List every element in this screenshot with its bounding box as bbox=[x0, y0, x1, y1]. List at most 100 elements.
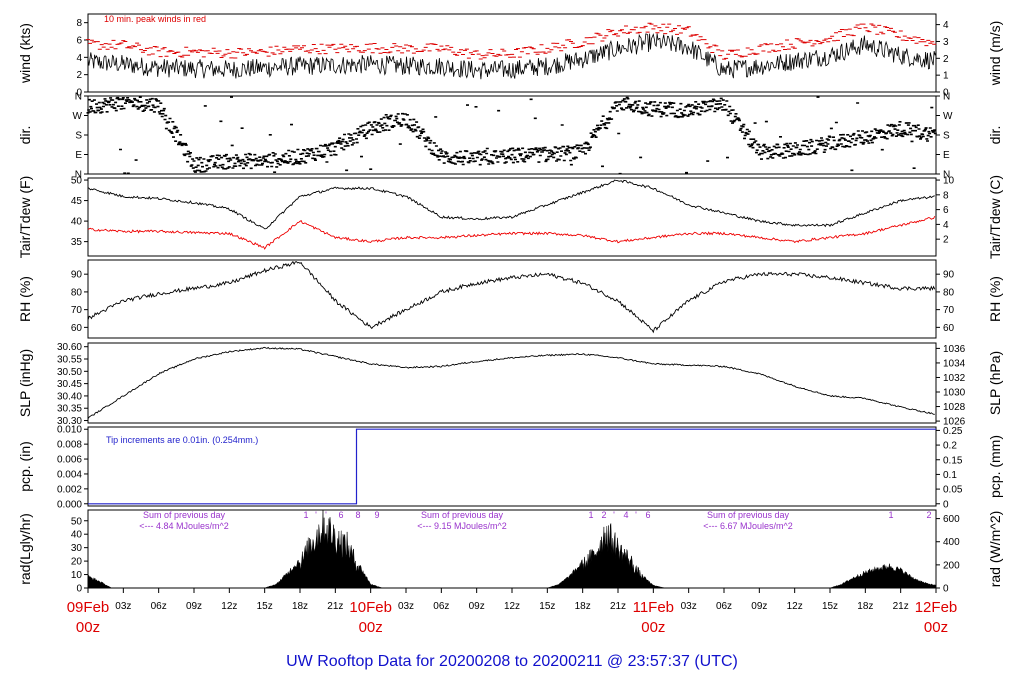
wind-note: 10 min. peak winds in red bbox=[104, 14, 206, 24]
y-tick-label-left: 40 bbox=[71, 217, 83, 228]
y-tick-label-left: N bbox=[75, 92, 82, 103]
y-tick-label-right: 6 bbox=[943, 205, 949, 216]
x-tick-label: 06z bbox=[151, 601, 167, 612]
rad-hour-marker: 2 bbox=[926, 510, 931, 520]
y-tick-label-right: 0.1 bbox=[943, 470, 957, 481]
y-tick-label-left: 8 bbox=[76, 18, 82, 29]
y-tick-label-right: 0.15 bbox=[943, 455, 963, 466]
chart-title: UW Rooftop Data for 20200208 to 20200211… bbox=[286, 653, 738, 670]
y-tick-label-right: 2 bbox=[943, 54, 949, 65]
y-axis-label-right: dir. bbox=[987, 126, 1003, 145]
y-tick-label-right: 1 bbox=[943, 71, 949, 82]
y-tick-label-right: 1034 bbox=[943, 358, 966, 369]
y-axis-label-right: RH (%) bbox=[987, 276, 1003, 322]
y-axis-label-left: pcp. (in) bbox=[17, 441, 33, 492]
y-tick-label-right: 1028 bbox=[943, 402, 966, 413]
y-tick-label-right: 0.25 bbox=[943, 426, 963, 437]
y-tick-label-right: 4 bbox=[943, 20, 949, 31]
x-tick-label: 06z bbox=[716, 601, 732, 612]
y-tick-label-right: 0.05 bbox=[943, 485, 963, 496]
y-axis-label-right: SLP (hPa) bbox=[987, 351, 1003, 415]
y-tick-label-left: 2 bbox=[76, 70, 82, 81]
x-tick-label: 21z bbox=[327, 601, 343, 612]
rad-hour-marker: ' bbox=[635, 510, 637, 520]
y-tick-label-left: 0 bbox=[76, 88, 82, 99]
y-tick-label-right: 0.2 bbox=[943, 441, 957, 452]
x-tick-label: 18z bbox=[575, 601, 591, 612]
y-tick-label-right: 200 bbox=[943, 560, 960, 571]
y-tick-label-right: 1036 bbox=[943, 344, 966, 355]
y-axis-label-right: wind (m/s) bbox=[987, 21, 1003, 87]
y-tick-label-left: 0.010 bbox=[57, 425, 82, 436]
x-tick-label: 03z bbox=[398, 601, 414, 612]
panel-frame bbox=[87, 177, 937, 257]
x-tick-label: 21z bbox=[610, 601, 626, 612]
y-tick-label-right: 2 bbox=[943, 235, 949, 246]
x-day-hour-label: 00z bbox=[924, 619, 948, 636]
x-axis: 03z 06z 09z 12z 15z 18z 21z 03z 06z 09z 12z 15z 18z 2… bbox=[67, 588, 958, 636]
slp-series-line bbox=[87, 346, 935, 419]
x-tick-label: 12z bbox=[504, 601, 520, 612]
rad-hour-marker: 2 bbox=[601, 510, 606, 520]
x-day-label: 11Feb bbox=[633, 599, 674, 616]
rad-hour-marker: ' bbox=[613, 510, 615, 520]
y-tick-label-right: N bbox=[943, 92, 950, 103]
y-tick-label-right: 60 bbox=[943, 323, 955, 334]
x-day-hour-label: 00z bbox=[359, 619, 383, 636]
y-axis-label-right: rad (W/m^2) bbox=[987, 511, 1003, 588]
y-axis-label-right: pcp. (mm) bbox=[987, 435, 1003, 498]
y-tick-label-right: N bbox=[943, 170, 950, 181]
rad-hour-marker: 9 bbox=[374, 510, 379, 520]
x-tick-label: 15z bbox=[539, 601, 555, 612]
x-tick-label: 06z bbox=[433, 601, 449, 612]
direction-marks bbox=[86, 96, 937, 175]
precip-series-line bbox=[88, 428, 936, 505]
tdew-series-line bbox=[87, 215, 936, 250]
y-axis-label-left: rad(Lgly/hr) bbox=[17, 513, 33, 585]
rad-sum-line2: <--- 9.15 MJoules/m^2 bbox=[417, 521, 507, 531]
y-tick-label-left: W bbox=[73, 111, 83, 122]
y-tick-label-left: N bbox=[75, 170, 82, 181]
x-tick-label: 09z bbox=[751, 601, 767, 612]
y-tick-label-right: 70 bbox=[943, 305, 955, 316]
y-tick-label-left: 30 bbox=[71, 543, 83, 554]
x-day-label: 10Feb bbox=[349, 599, 392, 616]
rad-hour-marker: 1 bbox=[303, 510, 308, 520]
y-tick-label-right: S bbox=[943, 131, 950, 142]
y-tick-label-left: 20 bbox=[71, 557, 83, 568]
rad-sum-line2: <--- 6.67 MJoules/m^2 bbox=[703, 521, 793, 531]
x-day-label: 12Feb bbox=[915, 599, 958, 616]
y-tick-label-right: 8 bbox=[943, 190, 949, 201]
y-tick-label-right: 1030 bbox=[943, 388, 966, 399]
y-tick-label-left: 60 bbox=[71, 323, 83, 334]
y-tick-label-right: 3 bbox=[943, 37, 949, 48]
y-tick-label-left: 90 bbox=[71, 270, 83, 281]
panel-frame bbox=[87, 342, 937, 424]
panel-temperature: 35 40 45 50 2 4 6 8 10 Tair/Tdew (F) Tair/Tdew (C) bbox=[17, 175, 1003, 259]
rad-sum-line1: Sum of previous day bbox=[707, 510, 790, 520]
rad-sum-line1: Sum of previous day bbox=[143, 510, 226, 520]
x-day-hour-label: 00z bbox=[76, 619, 100, 636]
panel-rh: 60 70 80 90 60 70 80 90 RH (%) RH (%) bbox=[17, 259, 1003, 339]
y-axis-label-left: wind (kts) bbox=[17, 23, 33, 84]
x-tick-label: 15z bbox=[257, 601, 273, 612]
y-tick-label-left: 0.008 bbox=[57, 440, 82, 451]
x-day-hour-label: 00z bbox=[641, 619, 665, 636]
rad-sum-line2: <--- 4.84 MJoules/m^2 bbox=[139, 521, 229, 531]
y-tick-label-left: 30.50 bbox=[57, 367, 82, 378]
rh-series-line bbox=[87, 260, 936, 334]
y-tick-label-left: 6 bbox=[76, 36, 82, 47]
y-tick-label-left: 30.35 bbox=[57, 404, 82, 415]
y-tick-label-left: 45 bbox=[71, 196, 83, 207]
x-tick-label: 09z bbox=[469, 601, 485, 612]
panel-precip: 0.000 0.002 0.004 0.006 0.008 0.010 0 0.05 0.1 0.… bbox=[17, 425, 1003, 511]
x-tick-label: 21z bbox=[893, 601, 909, 612]
y-tick-label-left: 30.55 bbox=[57, 355, 82, 366]
y-tick-label-left: 30.40 bbox=[57, 391, 82, 402]
x-tick-label: 12z bbox=[787, 601, 803, 612]
y-tick-label-left: 35 bbox=[71, 237, 83, 248]
x-tick-label: 12z bbox=[221, 601, 237, 612]
